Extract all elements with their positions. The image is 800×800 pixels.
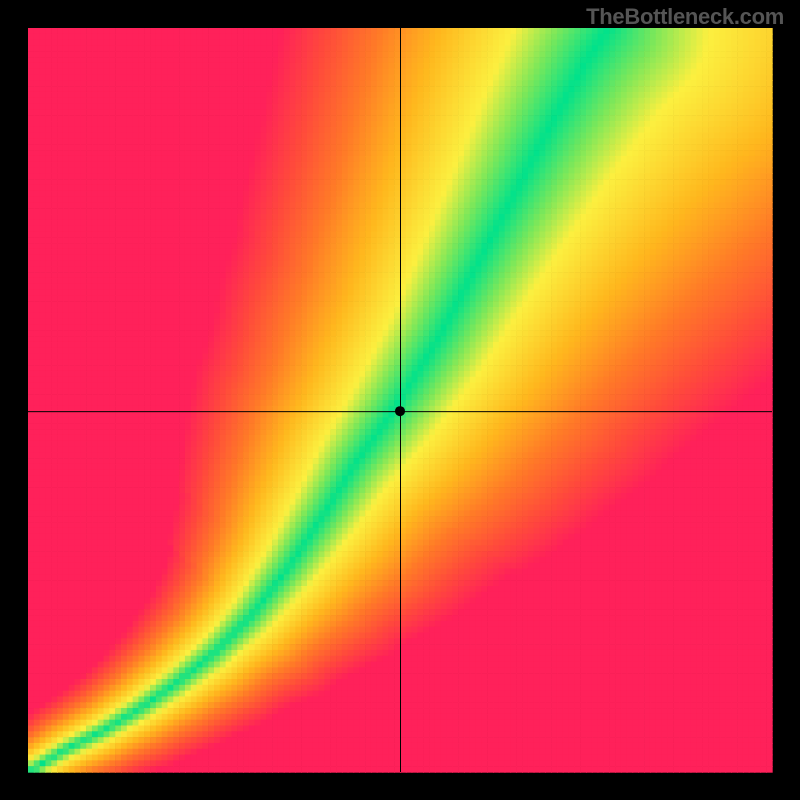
crosshair-overlay [0, 0, 800, 800]
watermark-text: TheBottleneck.com [586, 4, 784, 30]
chart-container: TheBottleneck.com [0, 0, 800, 800]
